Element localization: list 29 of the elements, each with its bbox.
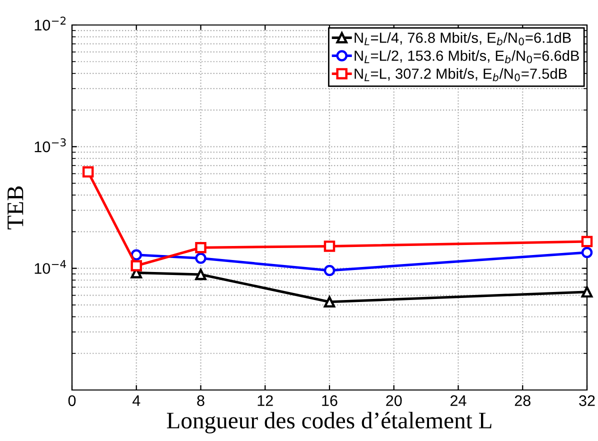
y-axis-title: TEB xyxy=(8,186,24,230)
point xyxy=(130,249,142,260)
point xyxy=(324,296,336,308)
point xyxy=(581,246,593,258)
legend-label: N$_{L}$=L/4, 76.8 Mbit/s, E$_{b}$/N$_{0}$=6.1dB xyxy=(354,32,571,46)
point xyxy=(195,252,206,264)
x-tick-label: 32 xyxy=(579,395,595,406)
y-tick-label: 10$^{−4}$ xyxy=(34,260,66,274)
x-tick-label: 24 xyxy=(450,395,466,406)
point xyxy=(581,286,593,298)
x-tick-label: 8 xyxy=(197,395,204,406)
point xyxy=(82,166,94,178)
point xyxy=(130,260,142,272)
point xyxy=(195,242,206,254)
legend-label: N$_{L}$=L/2, 153.6 Mbit/s, E$_{b}$/N$_{0}$=6.6dB xyxy=(354,50,579,64)
x-tick-label: 12 xyxy=(258,395,273,406)
x-tick-label: 4 xyxy=(132,395,140,406)
x-tick-label: 0 xyxy=(68,395,76,406)
y-tick-label: 10$^{−3}$ xyxy=(34,138,66,152)
x-tick-label: 20 xyxy=(386,395,402,406)
y-tick-label: 10$^{−2}$ xyxy=(34,16,66,31)
point xyxy=(195,268,206,280)
point xyxy=(324,240,336,252)
legend-label: N$_{L}$=L, 307.2 Mbit/s, E$_{b}$/N$_{0}$=7.5dB xyxy=(354,68,567,82)
point xyxy=(324,264,336,276)
x-axis-title: Longueur des codes d’étalement L xyxy=(166,412,492,434)
x-tick-label: 28 xyxy=(514,395,530,406)
x-tick-label: 16 xyxy=(322,395,338,406)
point xyxy=(581,236,593,248)
